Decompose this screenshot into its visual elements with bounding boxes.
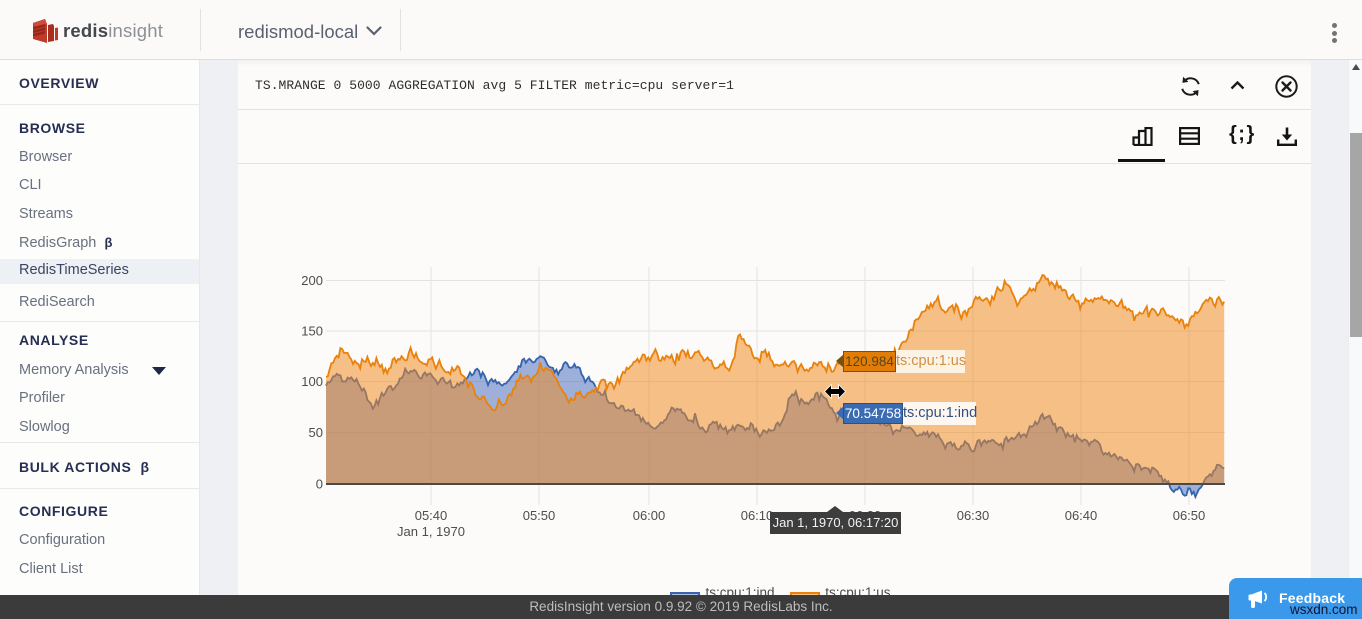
svg-text:06:30: 06:30 — [957, 508, 990, 523]
svg-text:Jan 1, 1970: Jan 1, 1970 — [397, 524, 465, 539]
svg-text:100: 100 — [301, 374, 323, 389]
svg-text:06:40: 06:40 — [1065, 508, 1098, 523]
svg-text:06:10: 06:10 — [741, 508, 774, 523]
svg-text:06:00: 06:00 — [633, 508, 666, 523]
svg-text:05:40: 05:40 — [415, 508, 448, 523]
svg-text:06:50: 06:50 — [1173, 508, 1206, 523]
svg-text:50: 50 — [309, 425, 323, 440]
svg-text:0: 0 — [316, 477, 323, 492]
svg-text:200: 200 — [301, 273, 323, 288]
svg-text:05:50: 05:50 — [523, 508, 556, 523]
svg-text:150: 150 — [301, 324, 323, 339]
